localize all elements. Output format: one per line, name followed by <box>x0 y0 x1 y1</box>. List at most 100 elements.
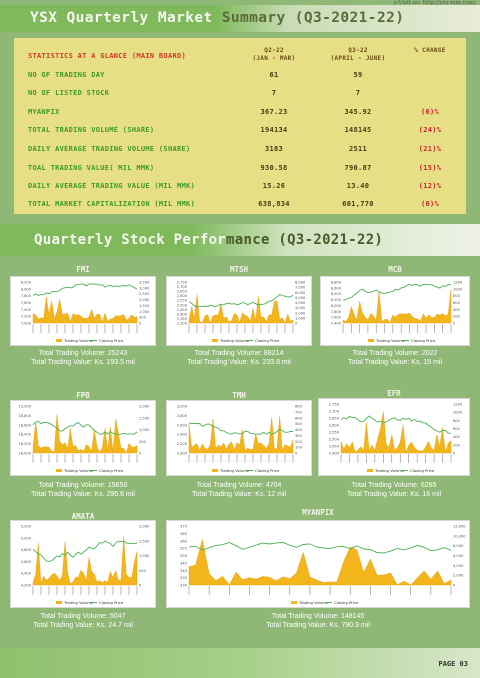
chart-svg: 8,200 8,000 7,800 7,600 7,400 7,200 7,000 3,500… <box>21 281 150 344</box>
left-tick-label: 2,000 <box>177 452 188 456</box>
right-tick-label: 500 <box>139 569 147 573</box>
right-tick-label: 3,000 <box>295 306 306 310</box>
left-tick-label: 8,200 <box>331 298 342 302</box>
row-q2-value: 194134 <box>260 126 288 134</box>
left-tick-label: 18,000 <box>18 452 31 456</box>
right-tick-label: 3,500 <box>139 281 150 285</box>
chart-caption: Total Trading Volume: 4704 Total Trading … <box>164 482 314 499</box>
left-tick-label: 365 <box>180 532 187 536</box>
price-line <box>340 415 452 434</box>
total-value-caption: Total Trading Value: Ks. 15 mil <box>347 358 443 366</box>
chart-caption: Total Trading Volume: 15650 Total Trading… <box>8 482 158 499</box>
row-q3-value: 13.40 <box>346 182 370 190</box>
right-tick-label: 3,000 <box>139 286 150 290</box>
left-tick-label: 370 <box>180 525 188 529</box>
left-tick-label: 2,500 <box>177 303 188 307</box>
left-tick-label: 330 <box>180 584 188 588</box>
legend-price-label: Closing Price <box>255 338 280 343</box>
row-change-value: (12)% <box>418 182 442 190</box>
row-q3-value: 7 <box>355 89 361 97</box>
left-tick-label: 18,200 <box>18 442 31 446</box>
price-line <box>32 283 138 296</box>
chart-fmi: 8,200 8,000 7,800 7,600 7,400 7,200 7,000 3,500… <box>10 276 156 346</box>
chart-myanpix: 370 365 360 355 350 345 340 335 330 12,000 10,000 8… <box>166 520 470 608</box>
left-tick-label: 2,650 <box>329 417 340 421</box>
left-tick-label: 2,700 <box>329 410 340 414</box>
left-tick-label: 7,600 <box>21 301 32 305</box>
legend-volume-label: Trading Volume <box>219 338 250 343</box>
row-label: MYANPIX <box>28 108 60 116</box>
left-tick-label: 2,700 <box>177 285 188 289</box>
legend-volume-swatch <box>56 469 62 472</box>
right-tick-label: 300 <box>295 434 303 438</box>
row-q2-value: 638,834 <box>258 200 290 208</box>
chart-title: FPB <box>76 391 90 400</box>
right-tick-label: 8,000 <box>295 281 306 285</box>
legend-volume-swatch <box>368 339 374 342</box>
chart-caption: Total Trading Volume: 5047 Total Trading … <box>8 613 158 630</box>
legend-volume-swatch <box>212 339 218 342</box>
website-note: e-Visit us: http://ysx-mm.com/ <box>393 0 476 6</box>
right-tick-label: 800 <box>453 419 461 423</box>
row-label: TOTAL MARKET CAPITALIZATION (MIL MMK) <box>28 200 196 208</box>
right-tick-label: 600 <box>295 416 303 420</box>
row-label: TOTAL TRADING VOLUME (SHARE) <box>28 126 155 134</box>
left-tick-label: 8,600 <box>331 286 342 290</box>
right-tick-label: 1,500 <box>139 304 150 308</box>
right-tick-label: 500 <box>139 440 147 444</box>
right-tick-label: 1,500 <box>139 416 150 420</box>
total-volume-caption: Total Trading Volume: 15650 <box>38 482 128 489</box>
right-tick-label: 2,500 <box>139 292 150 296</box>
total-value-caption: Total Trading Value: Ks. 24.7 mil <box>33 621 133 629</box>
chart-svg: 19,000 18,800 18,600 18,400 18,200 18,000 2,00… <box>18 405 150 474</box>
left-tick-label: 2,600 <box>329 424 340 428</box>
chart-title: MCB <box>388 265 402 274</box>
right-tick-label: 4,000 <box>295 301 306 305</box>
left-tick-label: 2,600 <box>177 423 188 427</box>
right-tick-label: 1,000 <box>139 428 150 432</box>
left-tick-label: 18,800 <box>18 414 31 418</box>
left-tick-label: 2,400 <box>177 312 188 316</box>
chart-title: EFR <box>387 389 401 398</box>
chart-amata: 5,200 5,000 4,800 4,600 4,400 4,200 2,000 1,500… <box>10 520 156 608</box>
left-tick-label: 7,400 <box>21 308 32 312</box>
left-tick-label: 7,800 <box>331 310 342 314</box>
total-value-caption: Total Trading Value: Ks. 295.6 mil <box>31 490 135 498</box>
row-label: NO OF TRADING DAY <box>28 71 105 79</box>
right-tick-label: 400 <box>453 308 461 312</box>
left-tick-label: 8,000 <box>21 287 32 291</box>
left-tick-label: 7,600 <box>331 316 342 320</box>
row-q2-value: 3183 <box>264 145 284 153</box>
left-tick-label: 18,400 <box>18 433 31 437</box>
chart-svg: 370 365 360 355 350 345 340 335 330 12,000 10,000 8… <box>180 525 466 606</box>
right-tick-label: 200 <box>295 440 303 444</box>
left-tick-label: 2,750 <box>177 281 188 285</box>
right-tick-label: 700 <box>295 410 303 414</box>
right-tick-label: 1,000 <box>295 316 306 320</box>
legend-price-label: Closing Price <box>99 600 124 605</box>
volume-area <box>188 416 294 454</box>
legend-volume-swatch <box>291 601 297 604</box>
legend-volume-label: Trading Volume <box>374 468 405 473</box>
col-q3-header: Q3-22 (April - June) <box>330 47 386 62</box>
total-value-caption: Total Trading Value: Ks. 233.8 mil <box>187 358 291 366</box>
right-tick-label: 0 <box>139 452 142 456</box>
legend-price-label: Closing Price <box>99 338 124 343</box>
row-q2-value: 15.26 <box>262 182 286 190</box>
left-tick-label: 345 <box>180 561 187 565</box>
volume-area <box>340 411 452 454</box>
row-label: DAILY AVERAGE TRADING VOLUME (SHARE) <box>28 145 191 153</box>
right-tick-label: 1200 <box>453 281 463 285</box>
row-q2-value: 367.23 <box>260 108 288 116</box>
left-tick-label: 360 <box>180 539 188 543</box>
legend-price-label: Closing Price <box>410 468 435 473</box>
chart-tmh: 3,000 2,800 2,600 2,400 2,200 2,000 800 700 600 5… <box>166 400 312 476</box>
left-tick-label: 2,450 <box>329 445 340 449</box>
total-value-caption: Total Trading Value: Ks. 193.5 mil <box>31 358 135 366</box>
left-tick-label: 2,800 <box>177 414 188 418</box>
total-value-caption: Total Trading Value: Ks. 16 mil <box>346 490 442 498</box>
total-volume-caption: Total Trading Volume: 4704 <box>196 482 282 489</box>
total-volume-caption: Total Trading Volume: 6265 <box>351 482 437 489</box>
chart-title: FMI <box>76 265 90 274</box>
